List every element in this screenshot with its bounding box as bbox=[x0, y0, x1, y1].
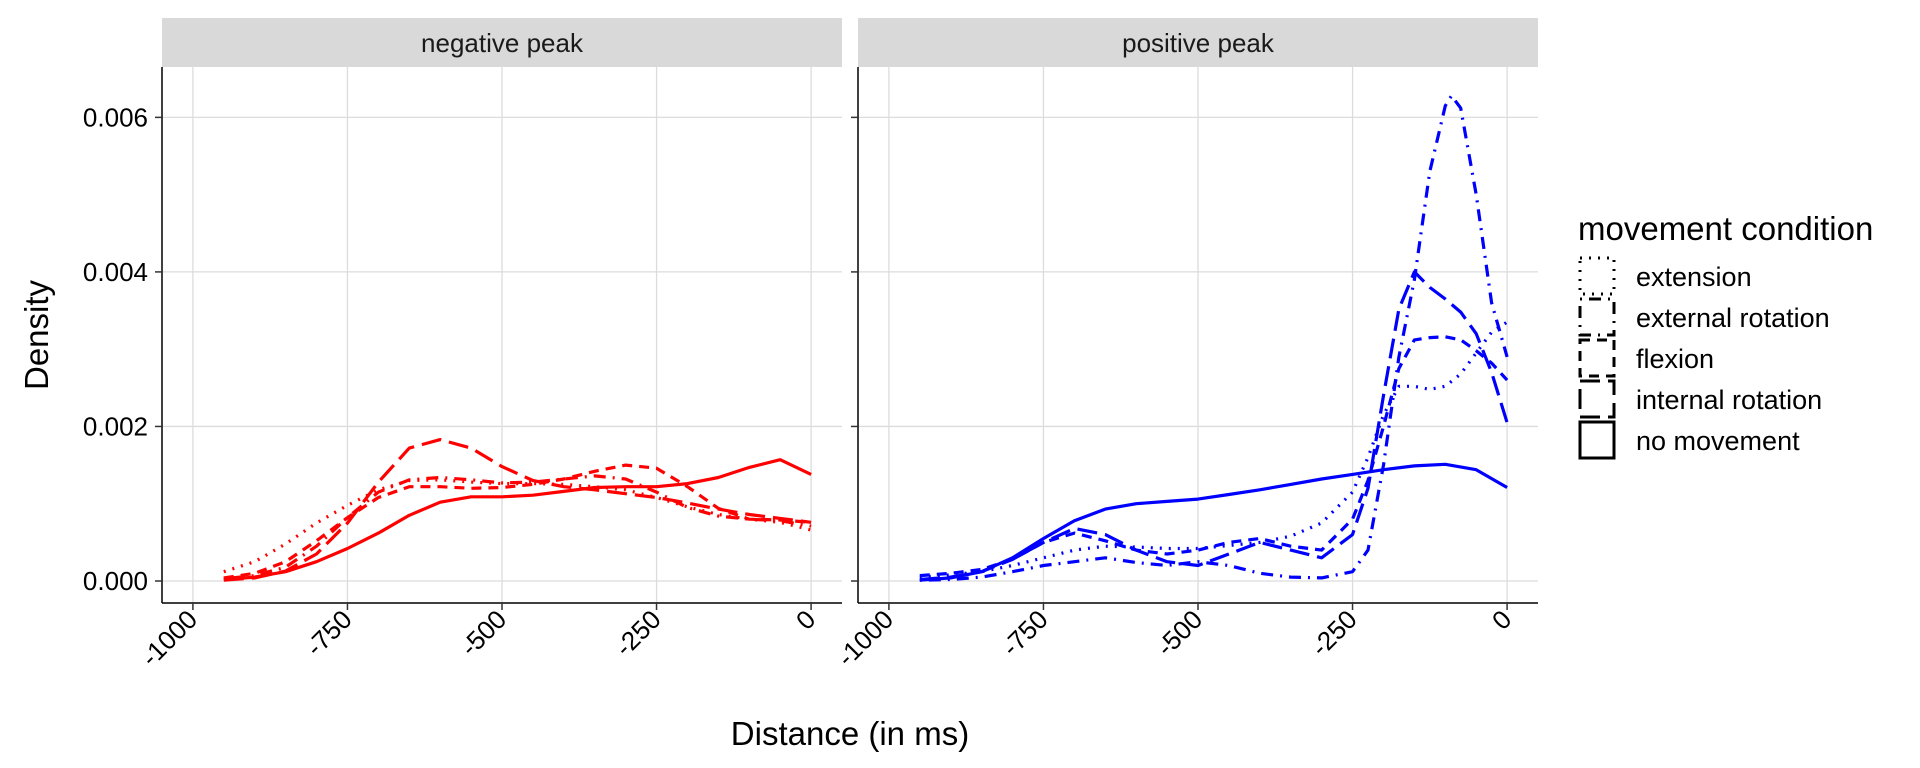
legend-label: extension bbox=[1636, 262, 1752, 292]
density-curve-extension bbox=[919, 320, 1508, 579]
x-tick-label: -1000 bbox=[831, 604, 899, 672]
density-curve-external-rotation bbox=[919, 94, 1509, 582]
legend-label: internal rotation bbox=[1636, 385, 1822, 415]
x-tick-label: 0 bbox=[1486, 604, 1517, 635]
panel-strip bbox=[858, 18, 1538, 67]
x-tick-label: -750 bbox=[300, 604, 358, 662]
y-tick-label: 0.000 bbox=[83, 566, 148, 596]
legend-label: no movement bbox=[1636, 426, 1800, 456]
y-tick-label: 0.004 bbox=[83, 257, 148, 287]
x-tick-label: -250 bbox=[609, 604, 667, 662]
strip-label: positive peak bbox=[1122, 28, 1275, 58]
x-tick-label: -250 bbox=[1305, 604, 1363, 662]
legend-key-external-rotation bbox=[1578, 297, 1616, 337]
x-tick-label: -500 bbox=[1150, 604, 1208, 662]
x-tick-label: -750 bbox=[996, 604, 1054, 662]
x-tick-label: -1000 bbox=[135, 604, 203, 672]
density-curve-no-movement bbox=[223, 458, 812, 582]
x-tick-label: 0 bbox=[790, 604, 821, 635]
density-curve-flexion bbox=[223, 463, 812, 580]
y-tick-label: 0.002 bbox=[83, 411, 148, 441]
y-tick-label: 0.006 bbox=[83, 102, 148, 132]
strip-label: negative peak bbox=[421, 28, 584, 58]
panel-strip bbox=[162, 18, 842, 67]
density-curve-external-rotation bbox=[223, 474, 812, 581]
legend-label: flexion bbox=[1636, 344, 1714, 374]
x-tick-label: -500 bbox=[454, 604, 512, 662]
density-curve-internal-rotation bbox=[919, 270, 1509, 582]
density-curve-no-movement bbox=[919, 462, 1508, 582]
legend-key-extension bbox=[1578, 256, 1616, 296]
density-curve-flexion bbox=[919, 335, 1509, 578]
legend-key-internal-rotation bbox=[1578, 379, 1616, 419]
y-axis-title: Density bbox=[18, 279, 55, 390]
x-axis-title: Distance (in ms) bbox=[731, 715, 969, 752]
legend-label: external rotation bbox=[1636, 303, 1830, 333]
density-curve-internal-rotation bbox=[223, 438, 812, 582]
legend-key-no-movement bbox=[1578, 420, 1616, 460]
legend-key-flexion bbox=[1578, 338, 1616, 378]
legend-title: movement condition bbox=[1578, 210, 1873, 247]
